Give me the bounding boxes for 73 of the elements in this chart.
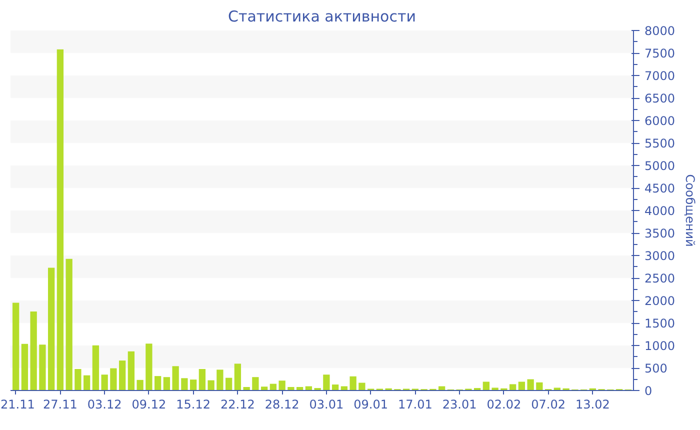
bar <box>101 374 108 390</box>
x-tick-label: 17.01 <box>398 398 432 412</box>
y-tick-label: 0 <box>644 384 652 398</box>
x-tick-label: 03.01 <box>309 398 344 412</box>
bar <box>172 366 179 390</box>
x-tick-label: 07.02 <box>531 398 566 412</box>
bar <box>323 374 330 390</box>
bar <box>518 382 526 390</box>
bar <box>74 368 82 390</box>
x-tick-label: 03.12 <box>87 398 122 412</box>
bar <box>30 311 37 390</box>
x-tick-label: 23.01 <box>442 398 477 412</box>
bar <box>190 380 197 390</box>
bar <box>350 376 356 390</box>
y-tick-label: 6500 <box>644 92 676 106</box>
bar <box>128 351 135 390</box>
x-tick-label: 02.02 <box>486 398 522 412</box>
y-tick-label: 4000 <box>644 204 676 218</box>
y-tick-label: 8000 <box>644 24 676 38</box>
bar <box>181 378 188 390</box>
y-tick-label: 3500 <box>644 226 676 240</box>
bar <box>278 380 286 390</box>
bar <box>83 375 90 390</box>
y-tick-label: 7000 <box>644 69 676 83</box>
bar <box>12 302 20 390</box>
x-tick-label: 13.02 <box>576 398 610 412</box>
y-tick-label: 5500 <box>644 136 676 150</box>
y-tick-label: 4500 <box>644 182 676 196</box>
bar <box>288 386 294 390</box>
bar <box>234 364 242 390</box>
x-tick-label: 15.12 <box>176 398 210 412</box>
bar <box>136 380 144 390</box>
bar <box>118 360 126 390</box>
bar <box>216 370 224 390</box>
x-tick-label: 27.11 <box>43 398 78 412</box>
bar <box>92 345 100 390</box>
y-tick-label: 2500 <box>644 272 676 286</box>
y-tick-label: 1000 <box>644 339 676 353</box>
chart-title: Статистика активности <box>228 8 416 26</box>
x-tick-label: 09.12 <box>132 398 166 412</box>
bar <box>492 388 498 390</box>
x-tick-label: 28.12 <box>264 398 300 412</box>
bar <box>110 368 117 390</box>
bar <box>536 382 543 390</box>
y-tick-label: 3000 <box>644 249 676 263</box>
bar <box>56 49 64 390</box>
bar <box>21 344 28 390</box>
y-tick-label: 500 <box>644 362 668 376</box>
bar <box>243 386 250 390</box>
bar <box>358 382 366 390</box>
bar <box>198 368 206 390</box>
bar <box>146 344 152 390</box>
bar <box>163 377 170 390</box>
y-tick-label: 1500 <box>644 316 676 330</box>
bar <box>39 344 46 390</box>
bar <box>527 379 534 390</box>
y-tick-label: 2000 <box>644 294 676 308</box>
bar <box>509 384 516 390</box>
bar <box>252 377 259 390</box>
bar <box>48 268 55 390</box>
bar <box>154 376 162 390</box>
y-tick-label: 5000 <box>644 159 676 173</box>
bar <box>208 380 214 390</box>
bar <box>482 382 490 390</box>
x-tick-label: 09.01 <box>354 398 388 412</box>
y-tick-label: 7500 <box>644 46 676 60</box>
x-tick-label: 22.12 <box>220 398 255 412</box>
y-tick-label: 6000 <box>644 114 676 128</box>
bar <box>225 378 232 390</box>
x-tick-label: 21.11 <box>0 398 35 412</box>
bar <box>66 258 72 390</box>
bar <box>332 384 339 390</box>
y-axis-title: Сообщений <box>683 174 698 247</box>
